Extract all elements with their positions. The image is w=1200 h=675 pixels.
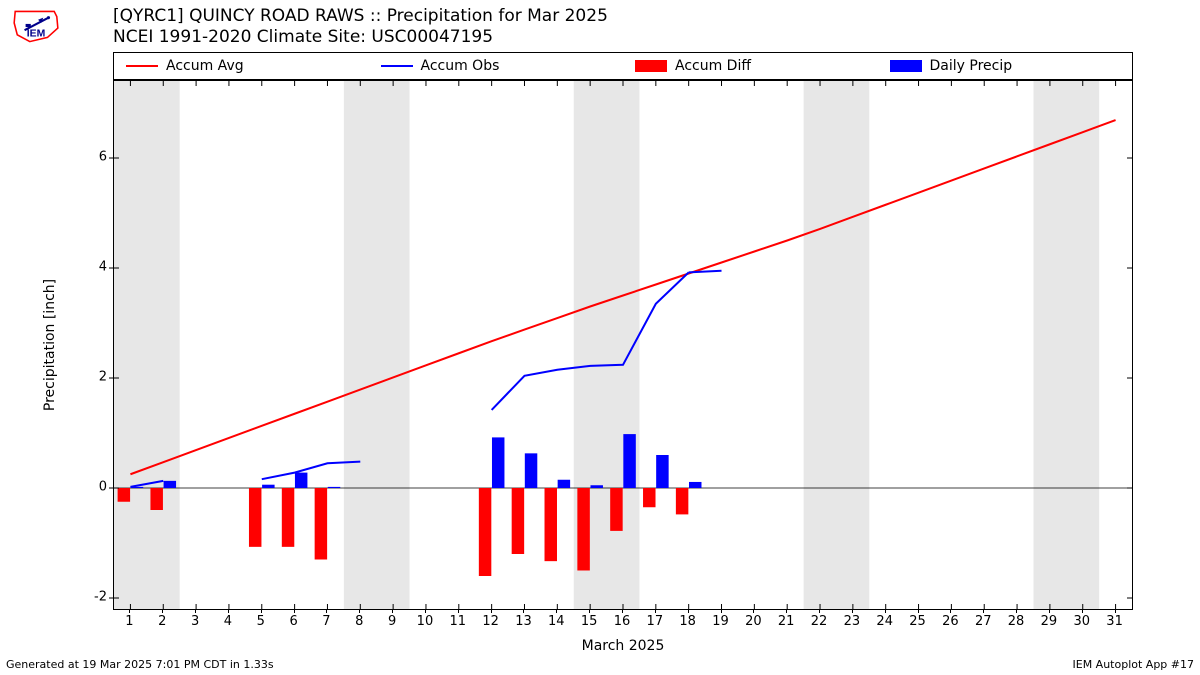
x-tick: 31 bbox=[1103, 614, 1127, 629]
x-tick: 7 bbox=[314, 614, 338, 629]
y-tick: 2 bbox=[85, 370, 107, 385]
x-tick: 18 bbox=[676, 614, 700, 629]
chart-title: [QYRC1] QUINCY ROAD RAWS :: Precipitatio… bbox=[113, 6, 608, 49]
legend-swatch bbox=[126, 65, 158, 67]
legend-label: Accum Avg bbox=[166, 58, 244, 74]
y-tick: -2 bbox=[85, 590, 107, 605]
legend-item: Accum Diff bbox=[623, 58, 878, 74]
x-tick: 27 bbox=[971, 614, 995, 629]
x-tick: 10 bbox=[413, 614, 437, 629]
x-tick: 4 bbox=[216, 614, 240, 629]
x-tick: 23 bbox=[840, 614, 864, 629]
x-tick: 6 bbox=[282, 614, 306, 629]
x-tick: 3 bbox=[183, 614, 207, 629]
x-tick: 5 bbox=[249, 614, 273, 629]
x-axis-label: March 2025 bbox=[582, 638, 665, 654]
footer-appid: IEM Autoplot App #17 bbox=[1073, 658, 1195, 671]
x-tick: 8 bbox=[347, 614, 371, 629]
legend-label: Accum Obs bbox=[421, 58, 500, 74]
x-tick: 17 bbox=[643, 614, 667, 629]
x-tick: 15 bbox=[577, 614, 601, 629]
x-tick: 11 bbox=[446, 614, 470, 629]
y-tick: 4 bbox=[85, 260, 107, 275]
x-tick: 28 bbox=[1004, 614, 1028, 629]
legend-item: Accum Obs bbox=[369, 58, 624, 74]
legend: Accum Avg Accum Obs Accum Diff Daily Precip bbox=[113, 52, 1133, 80]
legend-swatch bbox=[635, 60, 667, 72]
iem-logo: IEM bbox=[10, 6, 62, 46]
x-tick: 16 bbox=[610, 614, 634, 629]
x-tick: 1 bbox=[117, 614, 141, 629]
footer-generated: Generated at 19 Mar 2025 7:01 PM CDT in … bbox=[6, 658, 274, 671]
y-tick: 0 bbox=[85, 480, 107, 495]
legend-item: Accum Avg bbox=[114, 58, 369, 74]
x-tick: 9 bbox=[380, 614, 404, 629]
x-tick: 12 bbox=[479, 614, 503, 629]
x-tick: 13 bbox=[511, 614, 535, 629]
legend-label: Daily Precip bbox=[930, 58, 1013, 74]
legend-swatch bbox=[381, 65, 413, 67]
x-tick: 30 bbox=[1070, 614, 1094, 629]
svg-text:IEM: IEM bbox=[27, 28, 45, 39]
x-tick: 14 bbox=[544, 614, 568, 629]
x-tick: 21 bbox=[774, 614, 798, 629]
x-tick: 26 bbox=[938, 614, 962, 629]
x-tick: 2 bbox=[150, 614, 174, 629]
x-tick: 29 bbox=[1037, 614, 1061, 629]
x-tick: 25 bbox=[906, 614, 930, 629]
chart-svg bbox=[114, 81, 1132, 609]
x-tick: 19 bbox=[709, 614, 733, 629]
title-line-1: [QYRC1] QUINCY ROAD RAWS :: Precipitatio… bbox=[113, 6, 608, 27]
x-tick: 22 bbox=[807, 614, 831, 629]
legend-label: Accum Diff bbox=[675, 58, 751, 74]
y-tick: 6 bbox=[85, 150, 107, 165]
x-tick: 20 bbox=[741, 614, 765, 629]
x-tick: 24 bbox=[873, 614, 897, 629]
legend-swatch bbox=[890, 60, 922, 72]
title-line-2: NCEI 1991-2020 Climate Site: USC00047195 bbox=[113, 27, 608, 48]
plot-area bbox=[113, 80, 1133, 610]
y-axis-label: Precipitation [inch] bbox=[42, 279, 58, 411]
legend-item: Daily Precip bbox=[878, 58, 1133, 74]
